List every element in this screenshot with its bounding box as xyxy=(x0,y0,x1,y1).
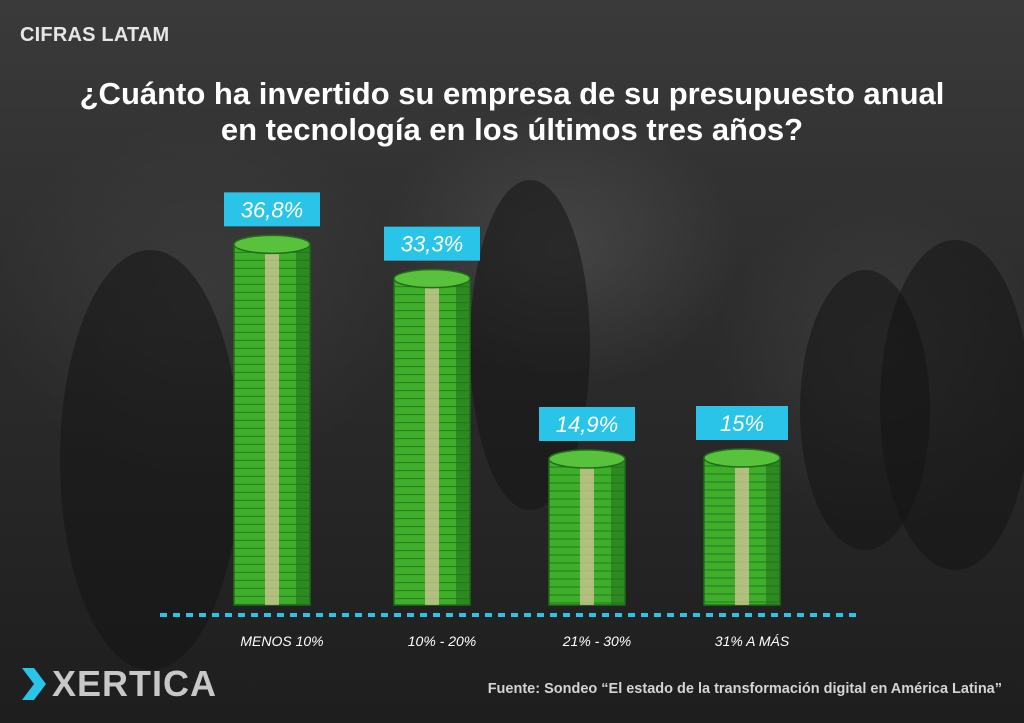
money-band xyxy=(265,244,279,606)
value-label-box xyxy=(696,406,788,440)
money-band xyxy=(735,458,749,605)
value-label: 15% xyxy=(720,411,764,436)
category-label: 10% - 20% xyxy=(408,633,476,649)
value-label-box xyxy=(384,226,480,261)
bar-shading xyxy=(766,458,780,605)
bar-shading xyxy=(296,244,310,606)
chart-title-line: en tecnología en los últimos tres años? xyxy=(220,112,804,147)
bar-top-bill xyxy=(703,448,781,468)
chart-title: ¿Cuánto ha invertido su empresa de su pr… xyxy=(0,76,1024,148)
bar-top-bill xyxy=(233,234,311,255)
bar-shading xyxy=(611,458,625,605)
value-label-box xyxy=(224,192,320,227)
value-label: 33,3% xyxy=(401,232,463,257)
bar-shading xyxy=(456,278,470,605)
logo-text: XERTICA xyxy=(52,663,218,704)
money-band xyxy=(580,458,594,605)
bar-top-bill xyxy=(393,268,471,289)
chart-title-line: ¿Cuánto ha invertido su empresa de su pr… xyxy=(79,76,945,111)
source-note: Fuente: Sondeo “El estado de la transfor… xyxy=(487,681,1002,697)
bar-top-bill xyxy=(548,449,626,469)
value-label: 14,9% xyxy=(556,412,618,437)
money-band xyxy=(425,278,439,605)
value-label-box xyxy=(539,406,635,441)
category-label: 31% A MÁS xyxy=(715,633,790,649)
background-photo xyxy=(60,250,240,670)
category-label: MENOS 10% xyxy=(240,633,323,649)
category-label: 21% - 30% xyxy=(562,633,631,649)
background-photo xyxy=(880,240,1024,570)
brand-tag: CIFRAS LATAM xyxy=(20,24,170,46)
value-label: 36,8% xyxy=(241,197,303,222)
xertica-logo-icon xyxy=(22,668,46,700)
